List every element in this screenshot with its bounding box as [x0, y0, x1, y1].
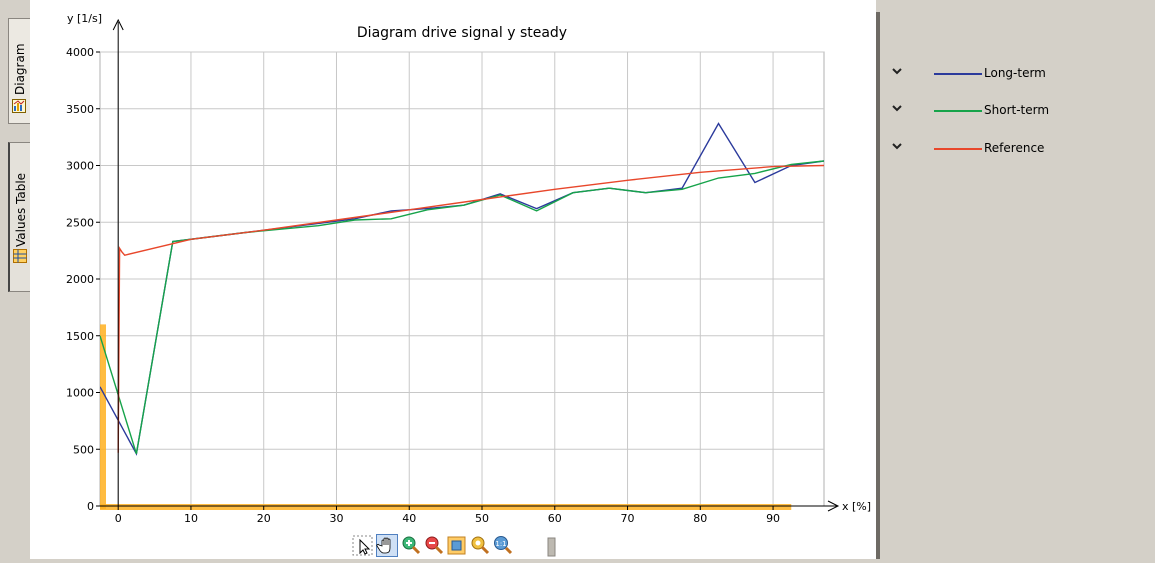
legend-swatch: [934, 110, 982, 112]
x-axis-highlight: [100, 504, 792, 510]
y-axis-arrow: [112, 18, 124, 31]
zoom-in-icon: [402, 536, 421, 555]
x-tick-label: 30: [329, 512, 343, 525]
legend-label: Long-term: [984, 66, 1046, 80]
x-tick-label: 50: [475, 512, 489, 525]
tab-diagram[interactable]: Diagram: [8, 18, 31, 124]
x-tick-label: 0: [115, 512, 122, 525]
x-tick-label: 40: [402, 512, 416, 525]
x-tick-label: 20: [257, 512, 271, 525]
fit-view-button[interactable]: [446, 534, 468, 557]
select-tool-button[interactable]: [352, 534, 374, 557]
legend-item-long-term[interactable]: Long-term: [892, 64, 1092, 84]
chart-title: Diagram drive signal y steady: [357, 25, 567, 41]
tab-diagram-label: Diagram: [13, 43, 27, 95]
y-axis-highlight: [100, 324, 106, 509]
y-tick-label: 1000: [66, 387, 94, 400]
legend-swatch: [934, 73, 982, 75]
view-tab-strip: Diagram Values Table: [0, 0, 32, 559]
pan-tool-button[interactable]: [376, 534, 398, 557]
zoom-out-button[interactable]: [423, 534, 445, 557]
y-tick-label: 1500: [66, 330, 94, 343]
zoom-area-button[interactable]: [469, 534, 491, 557]
toolbar-overflow-grip[interactable]: [547, 534, 557, 557]
x-tick-label: 60: [548, 512, 562, 525]
y-axis-label: y [1/s]: [67, 12, 102, 25]
y-tick-label: 4000: [66, 46, 94, 59]
y-tick-label: 3000: [66, 160, 94, 173]
pointer-icon: [352, 535, 373, 556]
chevron-down-icon[interactable]: [892, 66, 906, 80]
x-tick-label: 90: [766, 512, 780, 525]
y-tick-label: 500: [73, 443, 94, 456]
x-axis-arrow: [827, 500, 840, 512]
highlight-layer: [100, 324, 792, 510]
zoom-area-icon: [471, 536, 490, 555]
tab-values-table-label: Values Table: [14, 172, 28, 247]
x-tick-label: 10: [184, 512, 198, 525]
grid-layer: [99, 51, 825, 507]
x-axis-label: x [%]: [842, 500, 871, 513]
hand-icon: [376, 534, 398, 557]
zoom-in-button[interactable]: [400, 534, 422, 557]
series-line-reference: [117, 164, 824, 453]
x-tick-label: 80: [693, 512, 707, 525]
legend-panel: Long-term Short-term Reference: [880, 0, 1155, 559]
zoom-1to1-button[interactable]: 1:1: [492, 534, 514, 557]
legend-item-short-term[interactable]: Short-term: [892, 101, 1092, 121]
diagram-icon: [12, 99, 26, 113]
legend-label: Short-term: [984, 103, 1050, 117]
chevron-down-icon[interactable]: [892, 141, 906, 155]
zoom-out-icon: [425, 536, 444, 555]
series-layer: [100, 122, 824, 456]
x-tick-label: 70: [621, 512, 635, 525]
chevron-down-icon[interactable]: [892, 103, 906, 117]
y-tick-label: 2500: [66, 216, 94, 229]
legend-label: Reference: [984, 141, 1045, 155]
y-tick-label: 2000: [66, 273, 94, 286]
table-icon: [13, 249, 27, 263]
tab-values-table[interactable]: Values Table: [8, 142, 32, 292]
chart-toolbar: 1:1: [352, 534, 562, 559]
y-tick-label: 0: [87, 500, 94, 513]
fit-icon: [447, 536, 466, 555]
line-chart[interactable]: 0 10 20 30 40 50 60 70 80 90 0 500 1000 1500 2000 2500 3…: [30, 0, 876, 559]
axes-layer: 0 10 20 30 40 50 60 70 80 90 0 500 1000 1500 2000 2500 3…: [66, 18, 840, 525]
legend-swatch: [934, 148, 982, 150]
legend-item-reference[interactable]: Reference: [892, 139, 1092, 159]
chart-panel: 0 10 20 30 40 50 60 70 80 90 0 500 1000 1500 2000 2500 3…: [30, 0, 876, 559]
zoom-1to1-text: 1:1: [495, 540, 506, 548]
zoom-1-1-icon: 1:1: [494, 536, 513, 555]
panel-splitter[interactable]: [876, 12, 880, 559]
y-tick-label: 3500: [66, 103, 94, 116]
